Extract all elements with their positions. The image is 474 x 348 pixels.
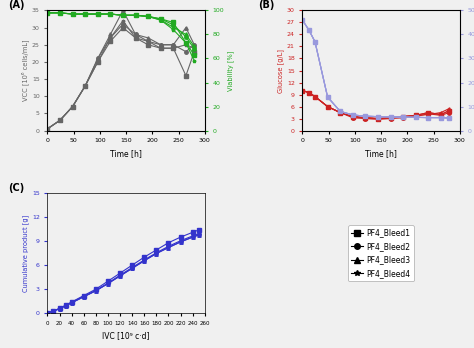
- Text: (B): (B): [258, 0, 275, 10]
- X-axis label: IVC [10⁹ c·d]: IVC [10⁹ c·d]: [102, 331, 150, 340]
- Legend: PF4_Bleed1, PF4_Bleed2, PF4_Bleed3, PF4_Bleed4: PF4_Bleed1, PF4_Bleed2, PF4_Bleed3, PF4_…: [348, 225, 414, 281]
- Text: (C): (C): [8, 183, 24, 193]
- Text: (A): (A): [8, 0, 25, 10]
- Y-axis label: Cumulative product [g]: Cumulative product [g]: [22, 214, 29, 292]
- Y-axis label: Viability [%]: Viability [%]: [227, 50, 234, 91]
- Y-axis label: VCC [10⁶ cells/mL]: VCC [10⁶ cells/mL]: [21, 40, 29, 101]
- X-axis label: Time [h]: Time [h]: [110, 149, 142, 158]
- X-axis label: Time [h]: Time [h]: [365, 149, 397, 158]
- Y-axis label: Glucose [g/L]: Glucose [g/L]: [277, 48, 284, 93]
